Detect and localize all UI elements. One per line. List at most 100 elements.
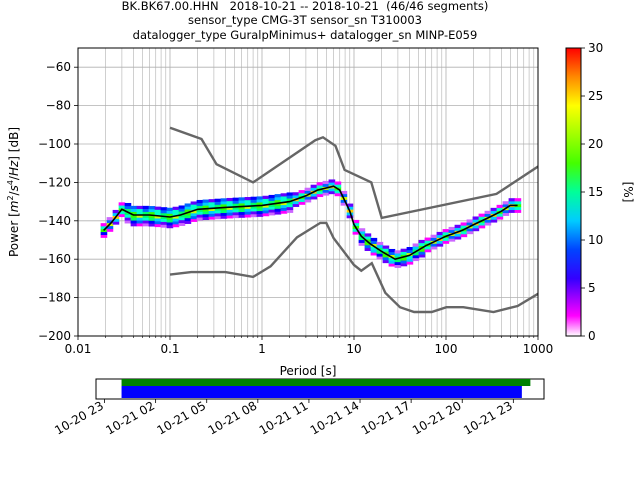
psd-cell: [286, 192, 294, 196]
psd-cell: [142, 217, 150, 221]
psd-cell: [352, 231, 360, 235]
timeline-tick-label: 10-21 02: [103, 398, 157, 437]
psd-cell: [514, 198, 522, 202]
timeline-tick-label: 10-21 08: [206, 398, 260, 437]
psd-cell: [466, 222, 474, 226]
psd-cell: [244, 205, 252, 209]
psd-cell: [382, 248, 390, 252]
psd-cell: [418, 242, 426, 246]
psd-cell: [130, 220, 138, 224]
psd-cell: [178, 205, 186, 209]
psd-cell: [418, 248, 426, 252]
psd-cell: [358, 231, 366, 235]
psd-cell: [394, 250, 402, 254]
psd-cell: [250, 211, 258, 215]
psd-cell: [286, 198, 294, 202]
psd-cell: [244, 211, 252, 215]
psd-cell: [274, 208, 282, 212]
psd-cell: [280, 199, 288, 203]
psd-cell: [190, 212, 198, 217]
psd-cell: [388, 254, 396, 258]
psd-cell: [328, 188, 336, 192]
psd-cell: [304, 196, 312, 200]
psd-cell: [400, 260, 408, 264]
psd-cell: [160, 221, 168, 225]
colorbar-tick-label: 20: [588, 137, 603, 151]
psd-cell: [376, 247, 384, 251]
psd-cell: [238, 200, 246, 204]
psd-cell: [136, 223, 144, 227]
psd-cell: [316, 185, 324, 189]
psd-cell: [346, 215, 354, 219]
psd-cell: [178, 214, 186, 218]
psd-cell: [502, 212, 510, 216]
psd-cell: [238, 197, 246, 201]
psd-cell: [316, 193, 324, 198]
psd-cell: [490, 210, 498, 214]
psd-cell: [268, 197, 276, 202]
psd-cell: [250, 202, 258, 206]
psd-cell: [190, 201, 198, 205]
colorbar-tick-label: 25: [588, 89, 603, 103]
psd-cell: [364, 236, 372, 240]
psd-cell: [124, 220, 132, 224]
title-line-datalogger: datalogger_type GuralpMinimus+ datalogge…: [132, 28, 478, 42]
psd-cell: [124, 202, 132, 207]
psd-cell: [148, 223, 156, 227]
psd-cell: [274, 211, 282, 215]
y-tick-label: −160: [38, 252, 71, 266]
ylabel-exp2: 2: [6, 195, 15, 200]
psd-cell: [268, 203, 276, 207]
psd-cell: [370, 237, 378, 242]
psd-cell: [202, 199, 210, 203]
psd-cell: [148, 211, 156, 216]
psd-cell: [292, 192, 300, 196]
psd-cell: [460, 225, 468, 229]
psd-cell: [250, 196, 258, 200]
psd-cell: [322, 180, 330, 185]
psd-cell: [112, 212, 120, 217]
psd-cell: [118, 213, 126, 218]
x-axis-label: Period [s]: [280, 364, 337, 378]
psd-cell: [382, 259, 390, 264]
psd-cell: [184, 220, 192, 224]
colorbar-tick-label: 0: [588, 329, 596, 343]
psd-cell: [502, 204, 510, 208]
psd-cell: [184, 214, 192, 219]
timeline-tick-label: 10-21 11: [257, 398, 311, 437]
psd-cell: [514, 203, 522, 208]
mode-line: [103, 185, 518, 261]
psd-cell: [412, 246, 420, 250]
psd-cell: [370, 246, 378, 250]
psd-cell: [442, 237, 450, 241]
psd-cell: [202, 205, 210, 209]
psd-cell: [190, 204, 198, 208]
colorbar-tick-label: 10: [588, 233, 603, 247]
psd-cell: [256, 196, 264, 200]
psd-cell: [430, 234, 438, 238]
psd-cell: [214, 198, 222, 202]
psd-cell: [142, 211, 150, 215]
psd-cell: [376, 253, 384, 257]
psd-cell: [340, 202, 348, 206]
psd-cell: [160, 210, 168, 214]
x-axis-ticks: 0.01 0.1 1 10 100 1000: [65, 336, 553, 356]
psd-cell: [334, 193, 342, 197]
psd-cell: [130, 223, 138, 227]
psd-cell: [130, 211, 138, 215]
psd-cell: [202, 208, 210, 212]
title-line-network: BK.BK67.00.HHN 2018-10-21 -- 2018-10-21 …: [121, 0, 489, 13]
psd-cell: [286, 201, 294, 205]
psd-cell: [364, 247, 372, 251]
psd-cell: [214, 213, 222, 217]
psd-cell: [346, 206, 354, 210]
psd-cell: [172, 206, 180, 210]
psd-cell: [184, 206, 192, 210]
psd-cell: [502, 201, 510, 205]
psd-cell: [154, 218, 162, 222]
psd-cell: [394, 264, 402, 268]
psd-cell: [340, 190, 348, 195]
psd-cell: [232, 214, 240, 219]
psd-cell: [364, 242, 372, 246]
psd-cell: [106, 217, 114, 221]
